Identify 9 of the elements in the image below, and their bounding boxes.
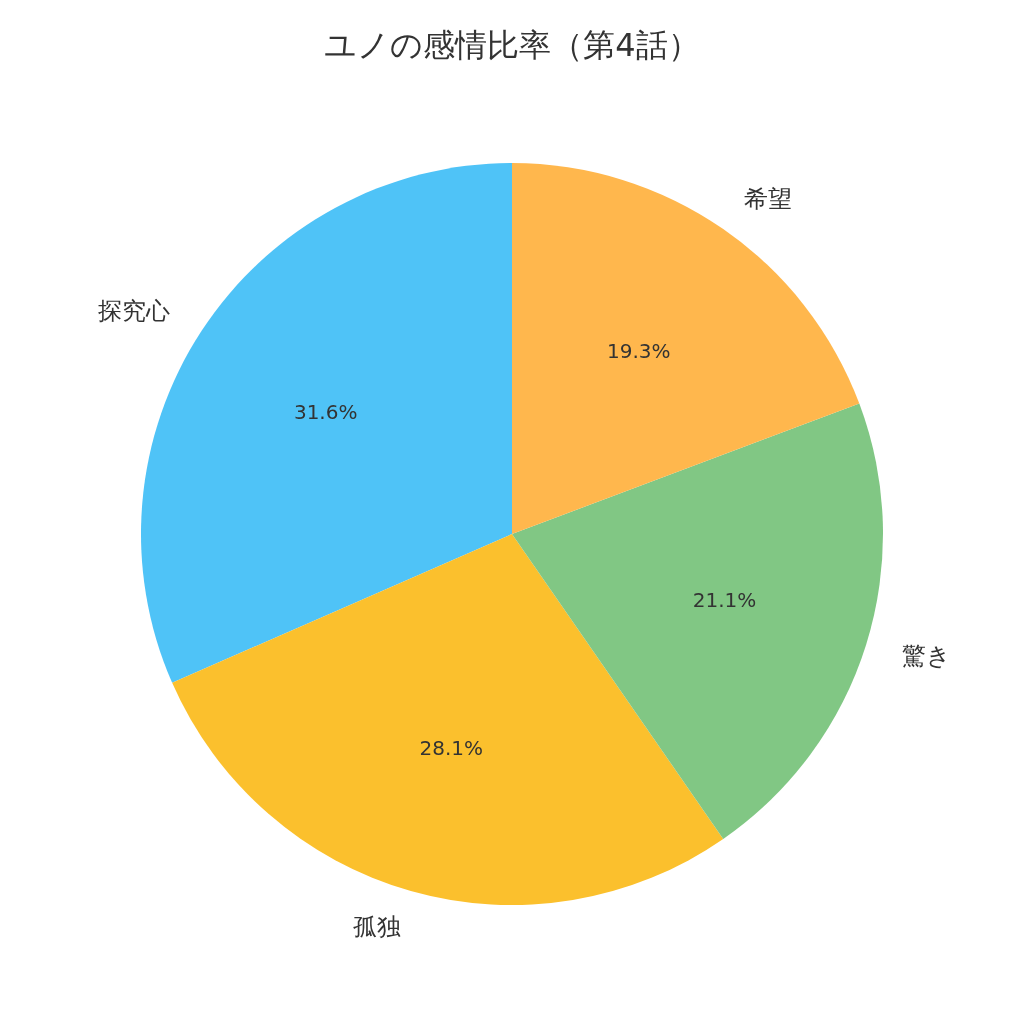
category-label: 孤独 [352,912,401,941]
value-label: 21.1% [692,588,757,613]
value-label: 31.6% [293,400,358,425]
category-label: 希望 [744,184,793,213]
value-label: 19.3% [606,339,671,363]
title: ユノの感情比率（第4話） [324,26,700,64]
value-label: 28.1% [419,736,484,761]
category-label: 探究心 [98,296,171,325]
category-label: 驚き [901,641,951,670]
